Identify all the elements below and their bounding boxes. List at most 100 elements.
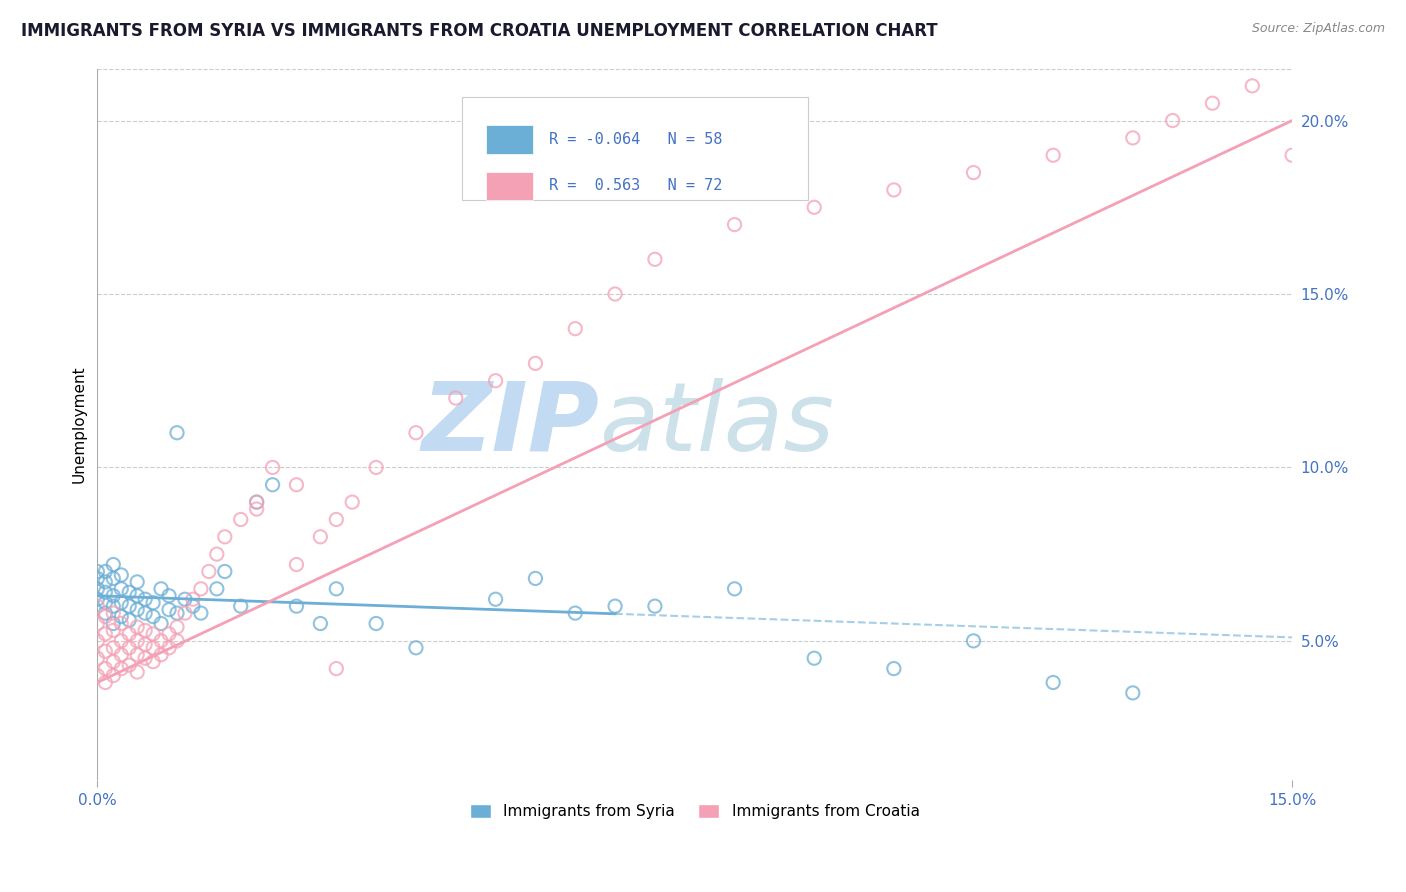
Point bbox=[366, 616, 388, 631]
Point bbox=[118, 627, 141, 641]
Point bbox=[205, 547, 228, 561]
Point bbox=[150, 648, 173, 662]
Point bbox=[94, 627, 117, 641]
Point bbox=[205, 582, 228, 596]
Point bbox=[1201, 96, 1223, 111]
Text: Source: ZipAtlas.com: Source: ZipAtlas.com bbox=[1251, 22, 1385, 36]
Point bbox=[110, 662, 132, 676]
Point bbox=[484, 592, 506, 607]
Point bbox=[127, 589, 149, 603]
Point bbox=[118, 658, 141, 673]
Point bbox=[229, 599, 252, 614]
Point bbox=[166, 425, 188, 440]
Point bbox=[103, 640, 125, 655]
Point bbox=[127, 633, 149, 648]
Point bbox=[174, 606, 197, 620]
Point bbox=[150, 633, 173, 648]
Point bbox=[524, 356, 547, 370]
Point bbox=[157, 602, 180, 616]
Point bbox=[366, 460, 388, 475]
Point bbox=[150, 582, 173, 596]
Point bbox=[229, 512, 252, 526]
FancyBboxPatch shape bbox=[485, 171, 533, 200]
Point bbox=[118, 585, 141, 599]
Point bbox=[603, 599, 626, 614]
Point bbox=[110, 616, 132, 631]
Point bbox=[262, 477, 284, 491]
Point bbox=[1042, 148, 1064, 162]
Point bbox=[484, 374, 506, 388]
Point bbox=[1122, 131, 1144, 145]
Point bbox=[803, 651, 825, 665]
Point bbox=[103, 599, 125, 614]
Point bbox=[285, 558, 308, 572]
Point bbox=[342, 495, 364, 509]
Point bbox=[134, 592, 156, 607]
Point bbox=[110, 633, 132, 648]
Point bbox=[309, 616, 332, 631]
Point bbox=[134, 637, 156, 651]
Point bbox=[103, 616, 125, 631]
Point bbox=[285, 477, 308, 491]
Point bbox=[134, 624, 156, 638]
Point bbox=[564, 321, 586, 335]
Point bbox=[94, 596, 117, 610]
Point bbox=[103, 589, 125, 603]
Point bbox=[134, 651, 156, 665]
Point bbox=[325, 582, 347, 596]
Point bbox=[86, 668, 108, 682]
Point bbox=[214, 530, 236, 544]
Point bbox=[285, 599, 308, 614]
Point bbox=[883, 183, 905, 197]
Point bbox=[103, 655, 125, 669]
Point bbox=[723, 582, 745, 596]
Point bbox=[134, 606, 156, 620]
Point bbox=[118, 640, 141, 655]
Point bbox=[103, 606, 125, 620]
Point bbox=[214, 565, 236, 579]
Point bbox=[803, 200, 825, 214]
Point bbox=[181, 592, 204, 607]
Point bbox=[86, 571, 108, 585]
Point bbox=[86, 582, 108, 596]
Point bbox=[103, 624, 125, 638]
Point bbox=[103, 571, 125, 585]
Point bbox=[150, 616, 173, 631]
Point bbox=[86, 565, 108, 579]
Point bbox=[325, 662, 347, 676]
Text: atlas: atlas bbox=[599, 377, 834, 471]
Point bbox=[190, 582, 212, 596]
Point bbox=[157, 627, 180, 641]
Legend: Immigrants from Syria, Immigrants from Croatia: Immigrants from Syria, Immigrants from C… bbox=[464, 797, 925, 825]
Point bbox=[118, 613, 141, 627]
Point bbox=[166, 606, 188, 620]
Point bbox=[142, 640, 165, 655]
Point bbox=[246, 502, 269, 516]
FancyBboxPatch shape bbox=[461, 97, 808, 200]
Text: R = -0.064   N = 58: R = -0.064 N = 58 bbox=[548, 132, 723, 147]
Point bbox=[94, 662, 117, 676]
Point bbox=[405, 425, 427, 440]
Point bbox=[1281, 148, 1303, 162]
Point bbox=[262, 460, 284, 475]
Point bbox=[127, 665, 149, 679]
Point bbox=[110, 609, 132, 624]
Point bbox=[86, 633, 108, 648]
Point bbox=[103, 558, 125, 572]
Point bbox=[110, 596, 132, 610]
Y-axis label: Unemployment: Unemployment bbox=[72, 365, 86, 483]
Point bbox=[723, 218, 745, 232]
Point bbox=[181, 599, 204, 614]
Point bbox=[142, 627, 165, 641]
Point bbox=[103, 668, 125, 682]
Point bbox=[190, 606, 212, 620]
Point bbox=[564, 606, 586, 620]
Point bbox=[174, 592, 197, 607]
Point bbox=[94, 644, 117, 658]
Point bbox=[524, 571, 547, 585]
Point bbox=[962, 633, 984, 648]
Point bbox=[142, 596, 165, 610]
Point bbox=[157, 640, 180, 655]
Point bbox=[118, 599, 141, 614]
Point bbox=[962, 165, 984, 179]
